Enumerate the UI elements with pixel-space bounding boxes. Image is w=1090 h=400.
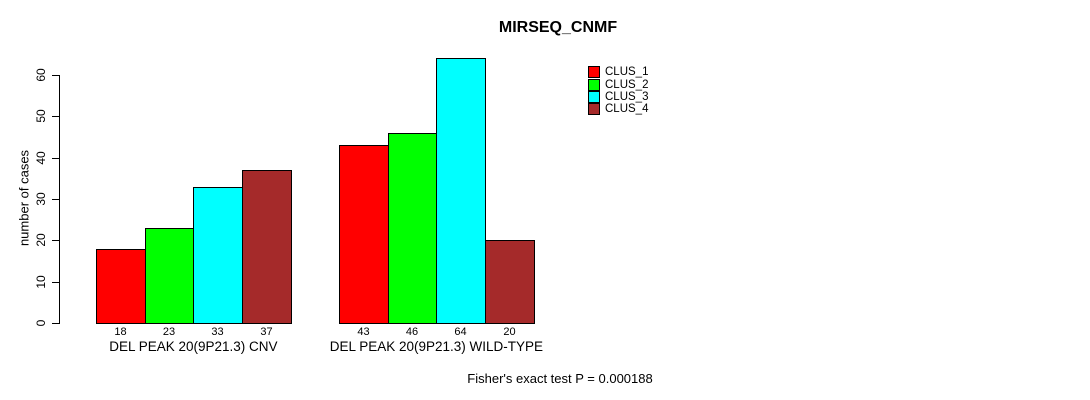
bar-clus_3-group2: [436, 58, 486, 324]
chart-title: MIRSEQ_CNMF: [498, 19, 618, 36]
bar-clus_4-group2: [485, 240, 535, 324]
legend-swatch: [588, 66, 600, 79]
legend-label: CLUS_4: [605, 103, 649, 116]
y-tick-label: 40: [34, 151, 48, 165]
y-axis-title: number of cases: [16, 149, 32, 247]
y-tick-label: 30: [34, 192, 48, 206]
legend-swatch: [588, 78, 600, 91]
legend-swatch: [588, 103, 600, 116]
bar-clus_4-group1: [242, 170, 292, 324]
y-tick: [52, 240, 60, 241]
bar-value-label: 18: [114, 326, 127, 338]
group-label: DEL PEAK 20(9P21.3) WILD-TYPE: [329, 339, 544, 354]
y-tick-label: 10: [34, 275, 48, 289]
bar-value-label: 64: [454, 326, 467, 338]
bar-clus_1-group2: [339, 145, 389, 324]
bar-clus_1-group1: [96, 249, 146, 324]
group-label: DEL PEAK 20(9P21.3) CNV: [109, 339, 278, 354]
bar-value-label: 46: [405, 326, 419, 338]
legend-swatch: [588, 90, 600, 103]
y-tick-label: 20: [34, 233, 48, 247]
legend-item-clus_4: CLUS_4: [588, 103, 649, 116]
bar-clus_3-group1: [193, 187, 243, 324]
bar-value-label: 20: [503, 326, 516, 338]
y-tick-label: 60: [34, 68, 48, 82]
legend-label: CLUS_1: [605, 66, 649, 79]
y-tick-label: 0: [34, 319, 48, 327]
legend-label: CLUS_3: [605, 90, 649, 103]
legend-label: CLUS_2: [605, 78, 649, 91]
y-tick: [52, 116, 60, 117]
legend-item-clus_3: CLUS_3: [588, 90, 649, 103]
y-tick: [52, 75, 60, 76]
bar-clus_2-group2: [388, 133, 437, 324]
bar-value-label: 33: [211, 326, 224, 338]
bar-clus_2-group1: [145, 228, 194, 324]
legend-item-clus_1: CLUS_1: [588, 66, 649, 79]
bar-value-label: 43: [357, 326, 370, 338]
y-tick: [52, 282, 60, 283]
bar-value-label: 37: [260, 326, 273, 338]
bar-value-label: 23: [162, 326, 176, 338]
legend-item-clus_2: CLUS_2: [588, 78, 649, 91]
legend: CLUS_1 CLUS_2 CLUS_3 CLUS_4: [588, 66, 648, 116]
y-tick: [52, 199, 60, 200]
y-tick-label: 50: [34, 109, 48, 123]
footer-note: Fisher's exact test P = 0.000188: [467, 371, 653, 386]
y-tick: [52, 158, 60, 159]
y-tick: [52, 323, 60, 324]
